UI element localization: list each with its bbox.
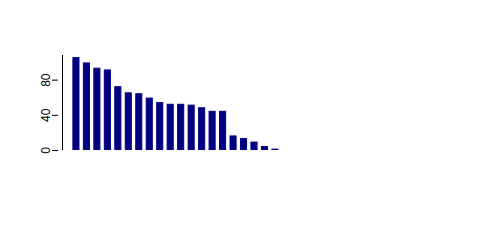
svg-text:80: 80 [39, 73, 53, 87]
svg-text:0: 0 [39, 147, 53, 154]
svg-text:40: 40 [39, 108, 53, 122]
